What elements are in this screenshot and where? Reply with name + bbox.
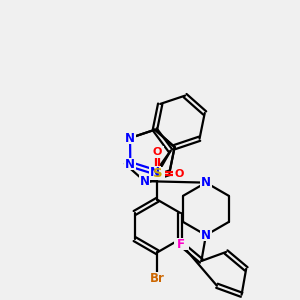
Text: Br: Br bbox=[150, 272, 165, 285]
Bar bbox=[200, 229, 212, 241]
Text: N: N bbox=[201, 229, 211, 242]
Text: N: N bbox=[125, 158, 135, 171]
Bar bbox=[139, 175, 151, 187]
Bar bbox=[173, 168, 186, 179]
Bar bbox=[151, 146, 164, 158]
Text: N: N bbox=[150, 166, 160, 179]
Bar bbox=[149, 167, 165, 181]
Text: S: S bbox=[153, 167, 162, 180]
Bar bbox=[200, 177, 212, 189]
Text: N: N bbox=[140, 175, 149, 188]
Text: O: O bbox=[175, 169, 184, 178]
Bar bbox=[174, 238, 189, 250]
Text: O: O bbox=[153, 147, 162, 157]
Text: F: F bbox=[177, 238, 185, 250]
Text: N: N bbox=[201, 176, 211, 189]
Text: N: N bbox=[125, 131, 135, 145]
Bar bbox=[147, 272, 168, 286]
Bar bbox=[124, 132, 136, 144]
Bar bbox=[124, 158, 136, 170]
Bar bbox=[149, 166, 161, 178]
